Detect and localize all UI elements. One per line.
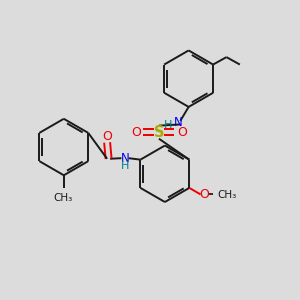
Text: H: H	[121, 161, 129, 172]
Text: S: S	[154, 125, 164, 140]
Text: N: N	[174, 116, 183, 129]
Text: O: O	[131, 126, 141, 139]
Text: N: N	[121, 152, 129, 165]
Text: O: O	[102, 130, 112, 143]
Text: O: O	[177, 126, 187, 139]
Text: O: O	[200, 188, 209, 201]
Text: H: H	[164, 120, 172, 130]
Text: CH₃: CH₃	[54, 193, 73, 203]
Text: CH₃: CH₃	[217, 190, 236, 200]
